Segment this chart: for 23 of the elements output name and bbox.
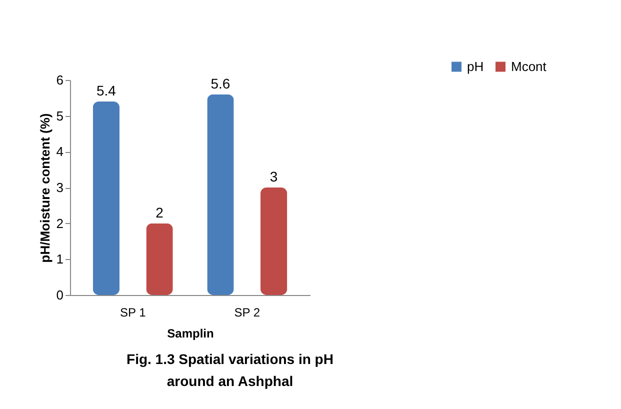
- bar: [146, 223, 173, 295]
- x-tick-label: SP 2: [234, 306, 260, 320]
- bar: [207, 94, 234, 295]
- y-tick-label: 3: [56, 180, 64, 195]
- data-label: 2: [156, 204, 164, 220]
- legend-label: pH: [467, 58, 484, 74]
- y-axis-title: pH/Moisture content (%): [37, 113, 52, 263]
- bar: [260, 188, 288, 295]
- y-tick-label: 1: [56, 252, 64, 267]
- y-tick-label: 4: [56, 144, 64, 160]
- data-label: 5.4: [96, 82, 116, 98]
- y-tick-label: 0: [56, 288, 64, 302]
- y-tick-label: 5: [56, 108, 64, 124]
- data-label: 3: [270, 168, 278, 184]
- text: around an Ashphal: [166, 373, 294, 389]
- caption: Fig. 1.3 Spatial variations in pH: [126, 351, 334, 367]
- y-tick-label: 6: [56, 72, 64, 88]
- bar: [92, 102, 120, 295]
- data-label: 5.6: [210, 75, 230, 92]
- x-tick-label: SP 1: [120, 306, 146, 320]
- y-tick-label: 2: [56, 216, 64, 231]
- x-axis-title: Samplin: [167, 326, 214, 340]
- legend-label: Mcont: [511, 58, 547, 74]
